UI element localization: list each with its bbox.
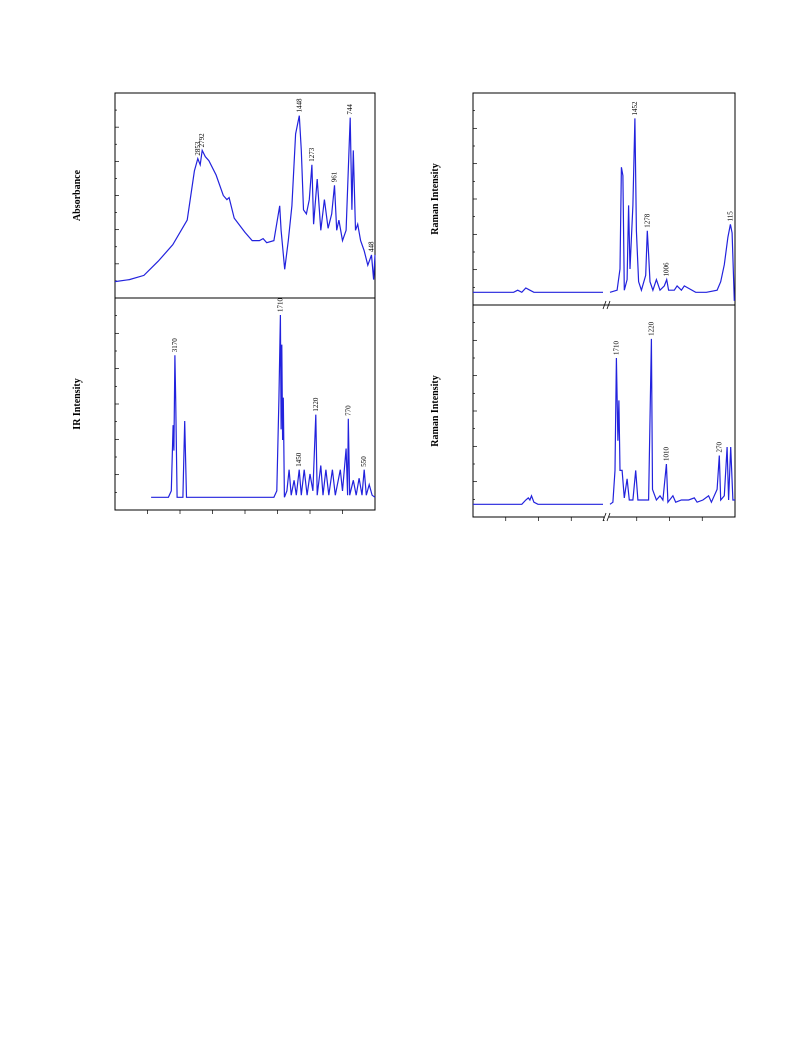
peak-label: 1450 (295, 452, 303, 467)
peak-label: 448 (368, 241, 376, 252)
y-axis-label: Raman Intensity (430, 163, 441, 234)
peak-label: 1006 (663, 262, 671, 277)
peak-label: 3170 (171, 338, 179, 353)
axis-break-gap (604, 514, 609, 520)
peak-label: 1448 (295, 98, 303, 113)
peak-label: 1710 (276, 297, 284, 312)
peak-label: 1010 (662, 447, 670, 462)
peak-label: 1278 (643, 213, 651, 228)
peak-label: 1452 (631, 101, 639, 116)
y-axis-label: IR Intensity (72, 378, 83, 429)
y-axis-label: Absorbance (72, 169, 83, 221)
plot-frame (472, 304, 736, 518)
peak-label: 961 (330, 171, 338, 182)
peak-label: 115 (726, 211, 734, 222)
peak-label: 770 (344, 405, 352, 416)
spectrum-line (473, 338, 735, 505)
peak-label: 270 (715, 442, 723, 453)
peak-label: 2853 (194, 141, 202, 156)
plot-frame (472, 92, 736, 306)
peak-label: 1273 (308, 147, 316, 162)
plot-frame (114, 297, 376, 511)
axis-break (602, 512, 607, 522)
peak-label: 1220 (312, 397, 320, 412)
peak-label: 1710 (612, 341, 620, 356)
spectrum-line (151, 314, 376, 498)
plot-frame (114, 92, 376, 299)
spectrum-line (114, 115, 376, 283)
axis-break (606, 512, 611, 522)
peak-label: 744 (346, 104, 354, 115)
spectrum-line (473, 118, 735, 301)
peak-label: 2792 (198, 133, 206, 148)
y-axis-label: Raman Intensity (430, 375, 441, 446)
peak-label: 550 (360, 456, 368, 467)
peak-label: 1220 (647, 321, 655, 336)
